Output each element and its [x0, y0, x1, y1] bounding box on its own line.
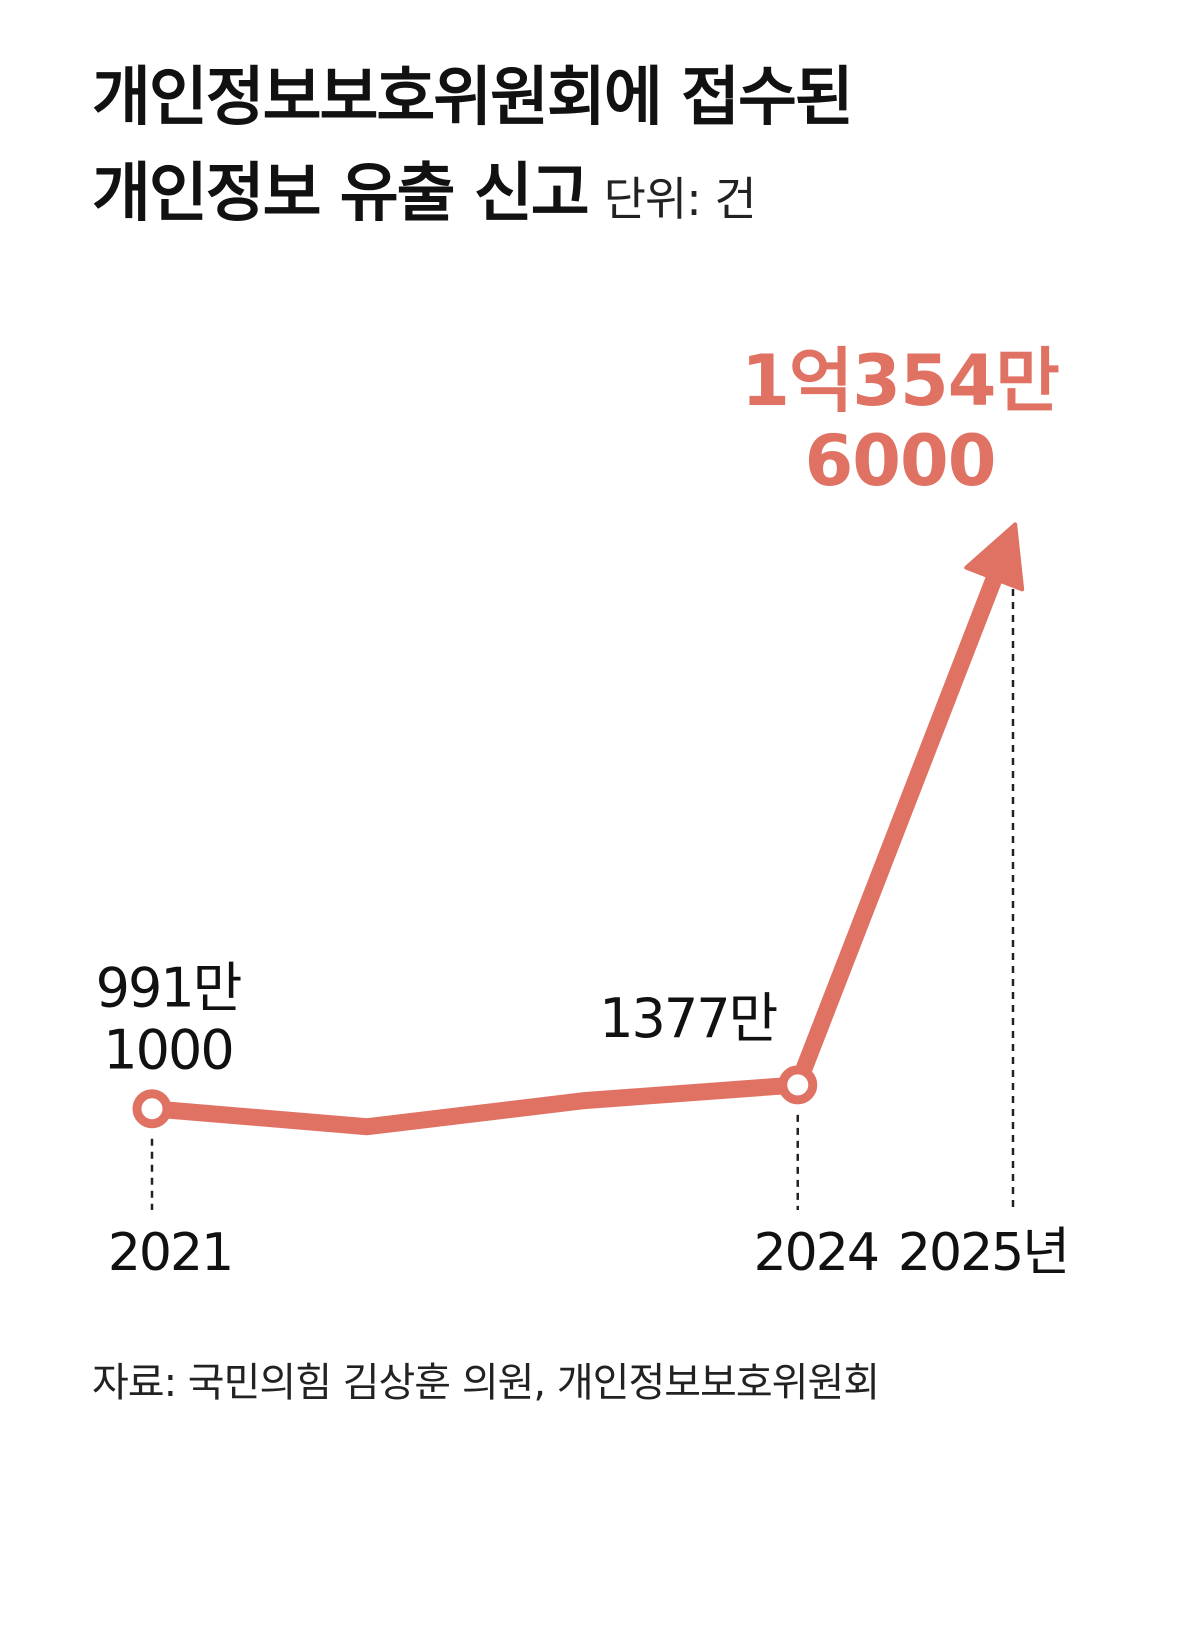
series-line-group: [143, 522, 1025, 1136]
x-tick-label-2024: 2024: [754, 1223, 878, 1283]
data-label-2024-line-1: 1377만: [599, 987, 776, 1050]
data-label-2021-line-2: 1000: [103, 1019, 232, 1082]
data-label-2025-line-1: 1억354만: [741, 340, 1059, 422]
data-label-2025-line-2: 6000: [805, 420, 996, 502]
unit-label: 단위: 건: [603, 172, 757, 226]
point-markers: [132, 1065, 818, 1129]
series-line: [143, 566, 1005, 1136]
chart-title-line-1: 개인정보보호위원회에 접수된: [92, 61, 854, 135]
x-tick-label-2025: 2025년: [898, 1223, 1068, 1283]
x-tick-label-2021: 2021: [108, 1223, 232, 1283]
guide-lines: [150, 550, 1015, 1210]
x-tick-labels: 2021 2024 2025년: [108, 1223, 1070, 1283]
chart-title-line-2-text: 개인정보 유출 신고: [92, 157, 590, 231]
data-label-2021-line-1: 991만: [96, 957, 241, 1020]
chart-title: 개인정보보호위원회에 접수된 개인정보 유출 신고 단위: 건: [92, 50, 1142, 247]
source-note: 자료: 국민의힘 김상훈 의원, 개인정보보호위원회: [92, 1360, 880, 1406]
point-marker-2024: [778, 1065, 818, 1105]
arrow-head-marker: [964, 522, 1025, 592]
point-marker-2021: [132, 1089, 172, 1129]
chart-title-line-2: 개인정보 유출 신고 단위: 건: [92, 146, 1142, 247]
